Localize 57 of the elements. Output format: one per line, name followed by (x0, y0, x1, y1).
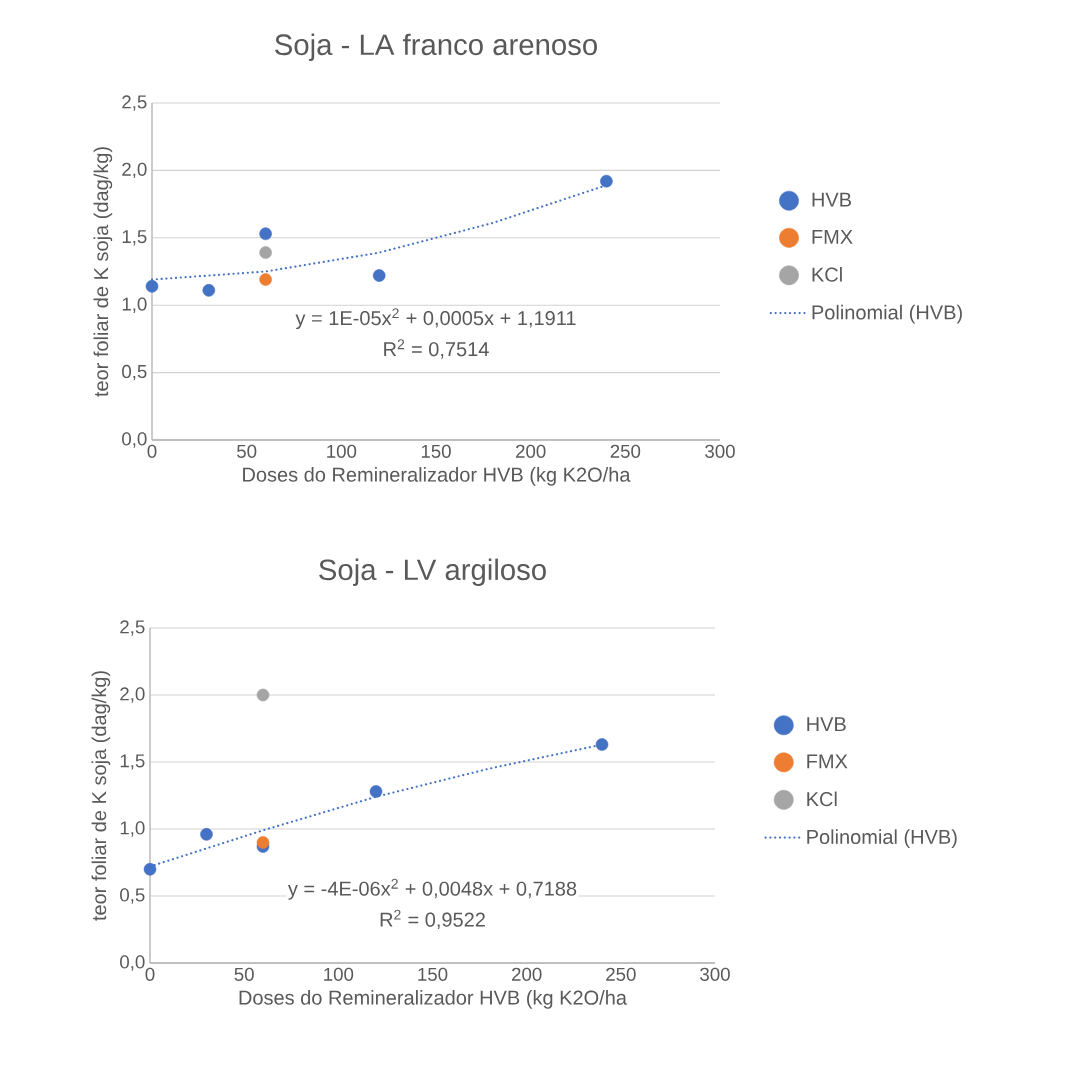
point (256, 836, 270, 849)
x-tick-label: 150 (418, 967, 448, 981)
chart-title: Soja - LV argiloso (319, 558, 546, 586)
x-tick-label: 250 (606, 967, 636, 981)
point (145, 280, 159, 293)
point (202, 284, 216, 297)
annotation: y = -4E-06x$^{2}$ + 0,0048x + 0,7188 (287, 878, 577, 900)
legend-label: KCl (812, 267, 842, 282)
point (200, 828, 213, 841)
chart-title: Soja - LA franco arenoso (275, 33, 597, 61)
x-axis-title: Doses do Remineralizador HVB (kg K2O/ha (239, 990, 627, 1009)
x-tick-label: 50 (234, 967, 254, 981)
x-tick-label: 200 (516, 444, 546, 458)
x-tick-label: 150 (421, 444, 451, 458)
x-axis-title: Doses do Remineralizador HVB (kg K2O/ha (243, 467, 631, 486)
x-tick-label: 50 (237, 444, 257, 458)
y-tick-label: 0,0 (120, 955, 145, 971)
legend-label: FMX (812, 229, 853, 244)
point (600, 174, 613, 188)
legend-label: FMX (807, 754, 848, 769)
y-tick-label: 2,0 (120, 687, 145, 703)
y-tick-label: 0,5 (122, 364, 147, 381)
x-tick-label: 100 (327, 444, 357, 458)
y-tick-label: 0,0 (122, 432, 147, 448)
y-tick-label: 0,5 (120, 888, 145, 904)
point (259, 273, 272, 286)
legend-label: HVB (812, 192, 851, 207)
x-tick-label: 300 (700, 967, 730, 981)
y-tick-label: 1,0 (122, 297, 147, 313)
legend-label: Polinomial (HVB) (812, 304, 962, 324)
point (369, 785, 383, 798)
y-tick-label: 1,0 (120, 821, 145, 837)
x-tick-label: 0 (145, 967, 155, 981)
annotation: R$^{2}$ = 0,7514 (384, 339, 489, 359)
x-tick-label: 300 (705, 444, 735, 458)
x-tick-label: 100 (324, 967, 354, 981)
point (259, 227, 272, 241)
y-tick-label: 2,5 (120, 620, 145, 636)
annotation: R$^{2}$ = 0,9522 (380, 909, 485, 930)
x-tick-label: 200 (512, 967, 542, 981)
point (595, 738, 609, 751)
x-tick-label: 250 (610, 444, 641, 458)
y-axis-title: teor foliar de K soja (dag/kg) (93, 147, 113, 397)
point (372, 269, 386, 282)
legend-label: HVB (807, 717, 846, 732)
y-tick-label: 2,0 (122, 162, 147, 179)
y-axis-title: teor foliar de K soja (dag/kg) (91, 671, 111, 921)
y-tick-label: 1,5 (120, 754, 145, 770)
point (256, 688, 270, 702)
y-tick-label: 2,5 (122, 95, 147, 111)
y-tick-label: 1,5 (122, 230, 147, 246)
legend-label: KCl (807, 791, 837, 807)
x-tick-label: 0 (147, 444, 157, 458)
point (259, 246, 272, 259)
point (143, 862, 157, 876)
legend-label: Polinomial (HVB) (807, 829, 957, 848)
annotation: y = 1E-05x$^{2}$ + 0,0005x + 1,1911 (295, 308, 576, 330)
